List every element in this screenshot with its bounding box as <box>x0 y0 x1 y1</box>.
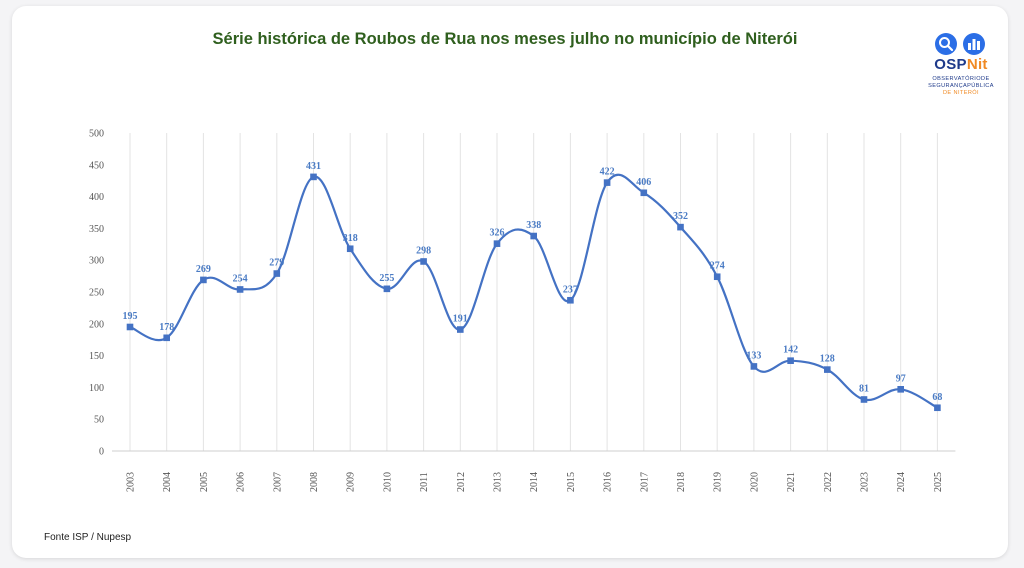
data-label-2012: 191 <box>453 314 468 325</box>
data-label-2016: 422 <box>600 167 615 178</box>
x-tick-label: 2008 <box>309 472 320 492</box>
x-tick-label: 2005 <box>199 472 210 492</box>
x-tick-label: 2009 <box>346 472 357 492</box>
y-tick-label: 450 <box>89 160 104 171</box>
search-icon <box>935 33 957 55</box>
data-point-2008 <box>310 173 317 181</box>
gridlines <box>112 133 956 452</box>
data-label-2022: 128 <box>820 354 835 365</box>
y-tick-label: 50 <box>94 415 104 426</box>
x-tick-label: 2004 <box>162 472 173 492</box>
source-note: Fonte ISP / Nupesp <box>44 532 132 543</box>
data-label-2015: 237 <box>563 284 578 295</box>
data-label-2006: 254 <box>233 273 248 284</box>
data-point-2013 <box>493 240 501 247</box>
data-label-2009: 318 <box>343 233 358 244</box>
x-tick-label: 2014 <box>529 472 540 492</box>
chart-card <box>12 6 1008 558</box>
data-label-2014: 338 <box>526 220 541 231</box>
data-label-2021: 142 <box>783 345 798 356</box>
data-point-2011 <box>420 258 427 265</box>
logo-wordmark: OSPNit <box>934 56 988 73</box>
data-label-2004: 178 <box>159 322 174 333</box>
y-tick-label: 300 <box>89 256 104 267</box>
y-tick-label: 350 <box>89 224 104 235</box>
data-point-2014 <box>530 232 537 240</box>
data-label-2019: 274 <box>710 261 725 272</box>
x-tick-label: 2011 <box>419 472 430 492</box>
x-tick-label: 2022 <box>823 472 834 492</box>
x-tick-label: 2024 <box>896 472 907 492</box>
data-label-2017: 406 <box>636 177 651 188</box>
y-tick-label: 250 <box>89 288 104 299</box>
data-label-2011: 298 <box>416 245 431 256</box>
x-tick-label: 2003 <box>126 472 137 492</box>
data-point-2015 <box>567 296 574 304</box>
data-point-2007 <box>273 270 281 277</box>
x-tick-label: 2023 <box>860 472 871 492</box>
data-point-2004 <box>163 334 170 342</box>
bar-chart-icon <box>963 33 985 55</box>
data-point-2020 <box>750 363 758 370</box>
x-tick-label: 2007 <box>272 472 283 492</box>
data-label-2025: 68 <box>932 392 942 403</box>
chart-title: Série histórica de Roubos de Rua nos mes… <box>212 30 798 48</box>
data-label-2008: 431 <box>306 161 321 172</box>
x-tick-label: 2017 <box>639 472 650 492</box>
x-tick-label: 2018 <box>676 472 687 492</box>
y-tick-label: 500 <box>89 129 104 140</box>
y-tick-label: 400 <box>89 192 104 203</box>
data-label-2005: 269 <box>196 264 211 275</box>
x-axis: 2003 2004 2005 2006 2007 2008 2009 2010 2011 2012… <box>126 472 944 492</box>
data-label-2024: 97 <box>896 373 906 384</box>
data-point-2018 <box>677 223 684 231</box>
x-tick-label: 2019 <box>713 472 724 492</box>
data-point-2012 <box>457 326 464 333</box>
logo-icons <box>935 33 985 55</box>
x-tick-label: 2006 <box>236 472 247 492</box>
data-point-2021 <box>787 357 794 364</box>
x-tick-label: 2021 <box>786 472 797 492</box>
ospnit-logo: OSPNit OBSERVATÓRIODE SEGURANÇAPÚBLICA D… <box>918 30 1004 104</box>
x-tick-label: 2020 <box>749 472 760 492</box>
logo-subtitle-1: OBSERVATÓRIODE <box>932 76 990 82</box>
data-labels: 195 178 269 254 279 431 318 255 298 191 326 338 237 4… <box>123 161 943 403</box>
logo-subtitle-2: SEGURANÇAPÚBLICA <box>928 83 994 89</box>
x-tick-label: 2010 <box>382 472 393 492</box>
data-point-2005 <box>200 276 207 284</box>
data-point-2025 <box>934 404 941 412</box>
data-point-2016 <box>603 179 611 186</box>
series-markers <box>126 173 941 412</box>
data-label-2007: 279 <box>269 258 284 269</box>
data-label-2018: 352 <box>673 211 688 222</box>
data-label-2020: 133 <box>746 350 761 361</box>
y-axis: 0 50 100 150 200 250 300 350 400 450 500 <box>89 129 104 458</box>
logo-subtitle-3: DE NITERÓI <box>942 90 979 96</box>
data-point-2019 <box>713 273 721 281</box>
y-tick-label: 200 <box>89 319 104 330</box>
x-tick-label: 2025 <box>933 472 944 492</box>
data-label-2003: 195 <box>123 311 138 322</box>
data-point-2006 <box>236 286 244 293</box>
y-tick-label: 0 <box>99 447 104 458</box>
data-point-2024 <box>897 386 904 393</box>
data-point-2022 <box>824 366 831 373</box>
x-tick-label: 2015 <box>566 472 577 492</box>
x-tick-label: 2012 <box>456 472 467 492</box>
data-point-2017 <box>640 189 648 197</box>
data-point-2023 <box>860 396 868 403</box>
y-tick-label: 150 <box>89 351 104 362</box>
data-label-2023: 81 <box>859 383 869 394</box>
data-point-2010 <box>383 285 391 293</box>
data-point-2009 <box>346 245 354 253</box>
data-label-2013: 326 <box>490 228 505 239</box>
data-point-2003 <box>126 323 134 331</box>
x-tick-label: 2013 <box>493 472 504 492</box>
data-label-2010: 255 <box>379 273 394 284</box>
x-tick-label: 2016 <box>603 472 614 492</box>
y-tick-label: 100 <box>89 383 104 394</box>
